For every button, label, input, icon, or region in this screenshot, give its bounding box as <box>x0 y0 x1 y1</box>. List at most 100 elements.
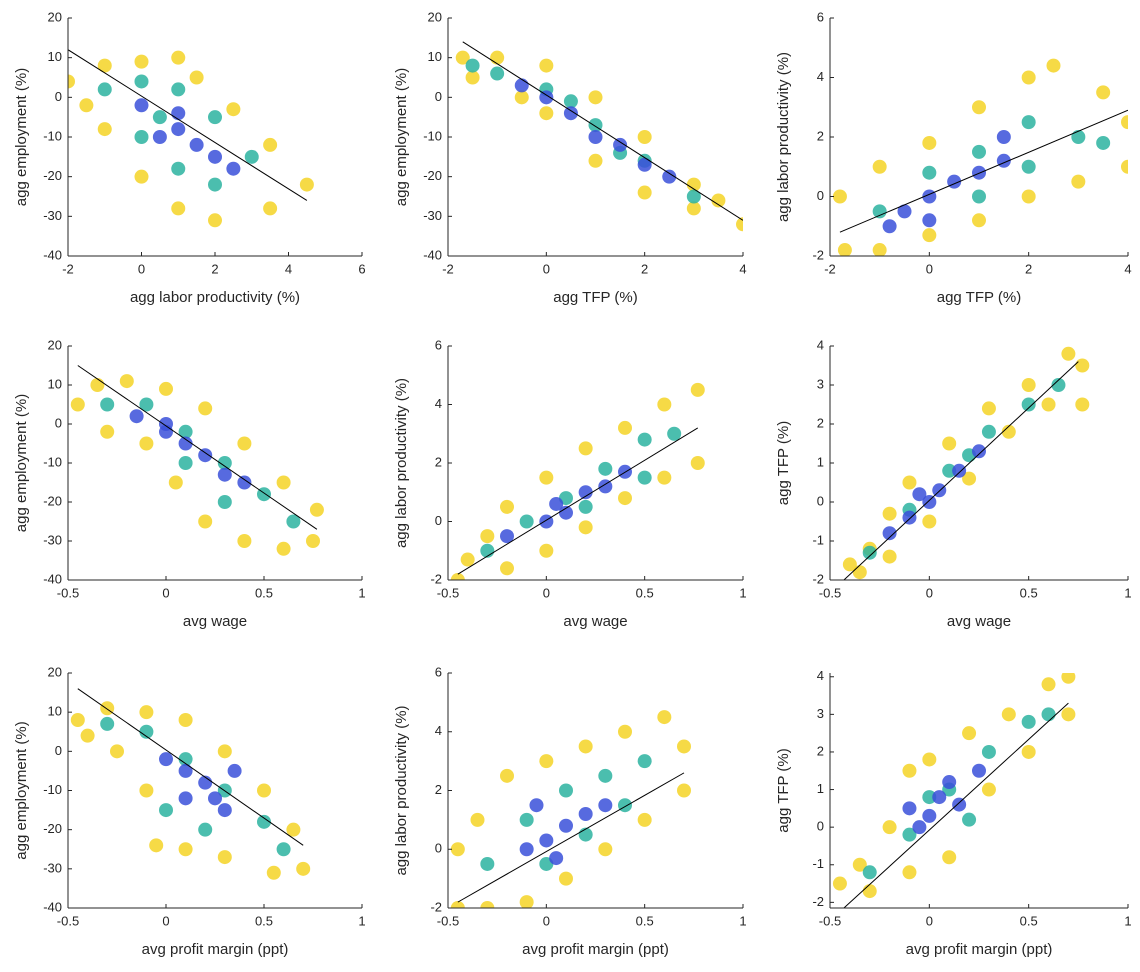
y-tick-label: -2 <box>430 899 442 914</box>
scatter-point <box>1021 714 1036 729</box>
fit-line <box>462 41 743 221</box>
y-tick-label: -40 <box>43 247 62 262</box>
scatter-point <box>171 106 186 121</box>
scatter-point <box>862 545 877 560</box>
scatter-point <box>598 479 613 494</box>
scatter-point <box>1021 189 1036 204</box>
y-tick-label: 0 <box>435 513 442 528</box>
scatter-point <box>882 820 897 835</box>
y-tick-label: 2 <box>817 128 824 143</box>
scatter-point <box>618 420 632 435</box>
panel: -0.5 0 0.5 1 -2 -1 0 1 2 3 4 avg profit margin (ppt… <box>775 668 1132 958</box>
scatter-point <box>1021 115 1036 130</box>
scatter-point <box>159 803 173 818</box>
y-tick-label: -2 <box>812 247 824 262</box>
scatter-point <box>299 177 314 192</box>
scatter-point <box>1121 159 1128 174</box>
y-tick-label: -40 <box>43 899 62 914</box>
scatter-point <box>882 219 897 234</box>
scatter-point <box>134 130 149 144</box>
scatter-point <box>529 798 544 813</box>
scatter-point <box>972 189 986 204</box>
scatter-point <box>171 122 186 137</box>
scatter-point <box>519 842 534 857</box>
fit-line <box>843 702 1069 908</box>
scatter-point <box>500 499 514 514</box>
scatter-point <box>539 90 554 105</box>
y-tick-label: 2 <box>817 415 824 430</box>
scatter-point <box>237 436 252 451</box>
scatter-point <box>1021 378 1036 392</box>
scatter-point <box>217 803 232 818</box>
scatter-point <box>578 520 593 535</box>
y-tick-label: 20 <box>48 664 62 679</box>
y-axis-label: agg labor productivity (%) <box>393 378 410 548</box>
scatter-point <box>677 783 691 798</box>
scatter-point <box>500 561 514 576</box>
scatter-point <box>962 812 977 827</box>
scatter-point <box>237 534 252 548</box>
scatter-point <box>1041 397 1056 412</box>
y-tick-label: 0 <box>435 89 442 104</box>
panel: -0.5 0 0.5 1 -2 0 2 4 6 avg wage agg labor product… <box>393 337 747 630</box>
x-tick-label: 0.5 <box>255 585 273 600</box>
fit-line <box>77 365 318 530</box>
scatter-point <box>667 426 682 441</box>
scatter-point <box>217 495 232 509</box>
scatter-point <box>519 514 534 529</box>
scatter-point <box>972 763 986 778</box>
scatter-point <box>922 135 937 150</box>
panel: -0.5 0 0.5 1 -40 -30 -20 -10 0 10 20 avg profit mar… <box>13 664 366 958</box>
scatter-point <box>257 814 271 829</box>
scatter-point <box>637 185 652 200</box>
y-tick-label: 4 <box>435 396 442 411</box>
y-tick-label: 2 <box>435 454 442 469</box>
y-tick-label: -30 <box>423 208 442 223</box>
scatter-point <box>942 436 957 451</box>
scatter-point <box>286 822 301 837</box>
scatter-point <box>134 74 149 89</box>
scatter-point <box>490 66 505 81</box>
y-tick-label: -30 <box>43 860 62 875</box>
scatter-point <box>149 838 164 853</box>
scatter-point <box>578 441 593 456</box>
scatter-point <box>711 193 726 208</box>
scatter-point <box>79 98 94 113</box>
y-axis-label: agg employment (%) <box>13 721 30 859</box>
y-axis-label: agg employment (%) <box>393 68 410 206</box>
scatter-point <box>882 506 897 521</box>
y-tick-label: 6 <box>435 664 442 679</box>
x-tick-label: 0.5 <box>636 585 654 600</box>
scatter-point <box>455 50 470 65</box>
x-tick-label: 0 <box>926 913 933 928</box>
y-tick-label: -10 <box>423 128 442 143</box>
y-tick-label: 6 <box>435 337 442 352</box>
scatter-point <box>902 475 917 490</box>
scatter-point <box>539 833 554 848</box>
x-tick-label: 0 <box>543 585 550 600</box>
scatter-point <box>514 90 529 105</box>
scatter-point <box>129 409 144 424</box>
fit-line <box>843 361 1079 580</box>
scatter-point <box>613 137 628 152</box>
scatter-point <box>922 228 937 243</box>
x-tick-label: 4 <box>739 261 746 276</box>
scatter-point <box>208 213 222 228</box>
scatter-point <box>578 827 593 842</box>
x-tick-label: -0.5 <box>57 913 79 928</box>
scatter-point <box>902 865 917 880</box>
scatter-point <box>490 50 505 65</box>
scatter-point <box>450 842 465 857</box>
scatter-point <box>690 382 705 397</box>
x-tick-label: 0.5 <box>1020 913 1038 928</box>
scatter-point <box>70 397 85 412</box>
scatter-point <box>208 110 222 125</box>
x-tick-label: -0.5 <box>437 585 459 600</box>
x-tick-label: 0 <box>926 261 933 276</box>
scatter-point <box>226 102 241 117</box>
scatter-point <box>832 189 847 204</box>
scatter-point <box>902 801 917 816</box>
scatter-point <box>139 705 154 720</box>
y-tick-label: -40 <box>423 247 442 262</box>
y-tick-label: -2 <box>430 571 442 586</box>
